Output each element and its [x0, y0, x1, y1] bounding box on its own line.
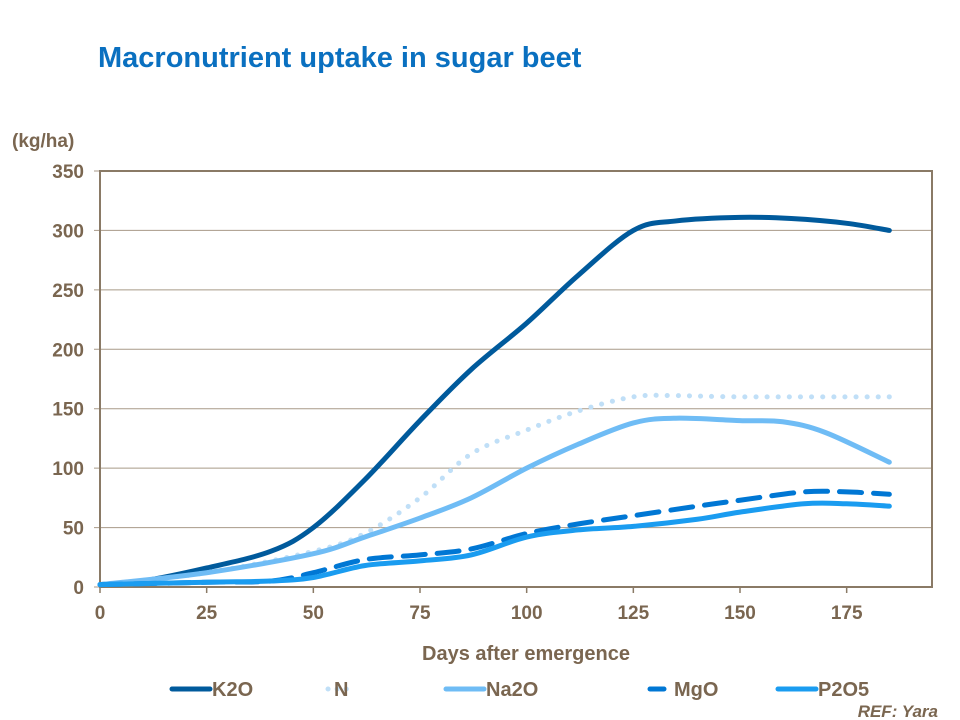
legend-label: Na2O — [486, 679, 538, 701]
y-axis-label: (kg/ha) — [12, 131, 74, 152]
series-line-p2o5 — [97, 500, 892, 588]
chart-title: Macronutrient uptake in sugar beet — [98, 42, 582, 74]
y-tick-label: 250 — [52, 281, 84, 302]
y-tick-label: 150 — [52, 400, 84, 421]
x-tick-label: 75 — [409, 603, 431, 624]
y-tick-label: 0 — [73, 578, 84, 599]
x-tick-label: 150 — [724, 603, 756, 624]
y-tick-label: 300 — [52, 221, 84, 242]
legend-label: N — [334, 679, 348, 701]
x-tick-label: 100 — [511, 603, 543, 624]
plot-border — [99, 170, 933, 588]
reference-note: REF: Yara — [857, 702, 938, 720]
legend-label: P2O5 — [818, 679, 869, 701]
legend-label: K2O — [212, 679, 253, 701]
x-tick-label: 25 — [196, 603, 218, 624]
y-tick-label: 50 — [63, 519, 84, 540]
series-line-n — [97, 392, 892, 588]
series-line-na2o — [97, 415, 892, 588]
x-axis-label: Days after emergence — [422, 643, 630, 665]
legend-label: MgO — [674, 679, 718, 701]
x-tick-label: 0 — [95, 603, 106, 624]
x-tick-label: 50 — [303, 603, 324, 624]
x-tick-label: 175 — [831, 603, 863, 624]
series-line-k2o — [97, 214, 892, 588]
y-tick-label: 200 — [52, 340, 84, 361]
y-tick-label: 350 — [52, 162, 84, 183]
y-tick-label: 100 — [52, 459, 84, 480]
x-tick-label: 125 — [617, 603, 649, 624]
